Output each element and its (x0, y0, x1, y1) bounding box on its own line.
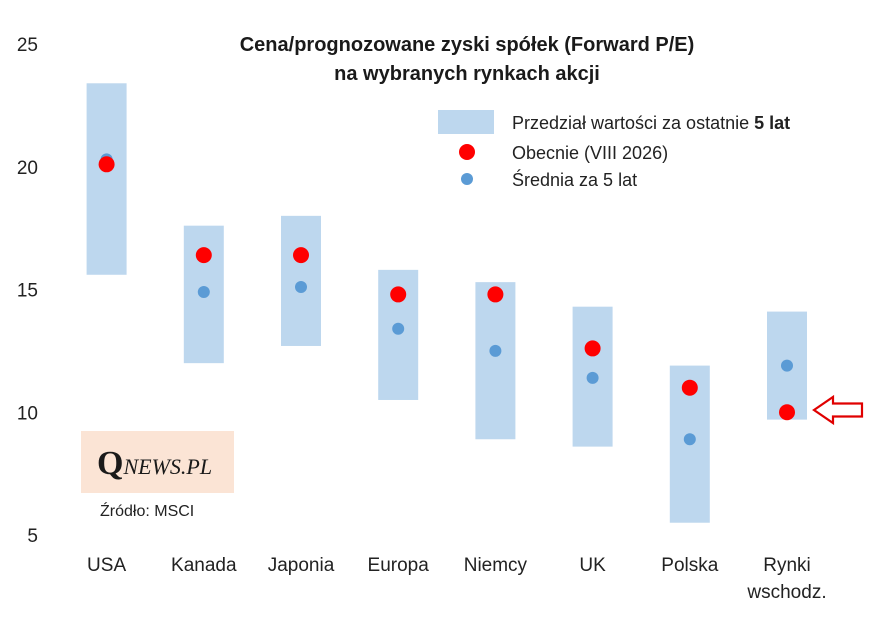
legend-label-current: Obecnie (VIII 2026) (512, 143, 668, 163)
x-category-label: UK (579, 555, 606, 576)
legend-marker-average (461, 173, 473, 185)
range-bar (475, 282, 516, 440)
current-dot (487, 286, 504, 303)
y-tick-label: 5 (27, 526, 38, 547)
x-category-label: Europa (368, 555, 430, 576)
average-dot (295, 281, 307, 294)
y-tick-label: 10 (17, 403, 38, 424)
chart-title-line-1: Cena/prognozowane zyski spółek (Forward … (240, 34, 695, 56)
x-category-label: Rynki wschodz. (746, 555, 826, 603)
brand-box: QNEWS.PL Źródło: MSCI (81, 431, 234, 520)
legend-label-range: Przedział wartości za ostatnie 5 lat (512, 113, 790, 133)
x-category-label: USA (87, 555, 126, 576)
brand-background (81, 431, 234, 493)
x-category-label: Polska (661, 555, 718, 576)
legend-swatch-range (438, 110, 494, 134)
range-bar (86, 83, 127, 275)
current-dot (390, 286, 407, 303)
source-note: Źródło: MSCI (100, 501, 194, 520)
average-dot (392, 322, 405, 335)
current-dot (293, 247, 309, 264)
legend: Przedział wartości za ostatnie 5 lat Obe… (438, 110, 790, 190)
x-category-label: Niemcy (464, 555, 528, 576)
y-tick-label: 20 (17, 158, 38, 179)
average-dot (683, 433, 696, 446)
current-dot (195, 247, 212, 264)
legend-marker-current (459, 144, 475, 160)
x-category-label: Japonia (268, 555, 335, 576)
current-dot (584, 340, 601, 357)
range-bar (281, 215, 321, 346)
current-dot (98, 156, 115, 173)
y-tick-label: 25 (17, 35, 38, 56)
highlight-arrow-icon (812, 394, 864, 426)
legend-label-average: Średnia za 5 lat (512, 169, 637, 190)
brand-logo: QNEWS.PL (97, 445, 212, 482)
x-category-label: Kanada (171, 555, 237, 576)
average-dot (197, 285, 210, 298)
average-dot (781, 359, 793, 372)
average-dot (489, 344, 502, 357)
current-dot (681, 379, 698, 396)
y-tick-label: 15 (17, 281, 38, 302)
chart-title-line-2: na wybranych rynkach akcji (334, 63, 600, 85)
current-dot (779, 404, 795, 421)
average-dot (586, 371, 599, 384)
